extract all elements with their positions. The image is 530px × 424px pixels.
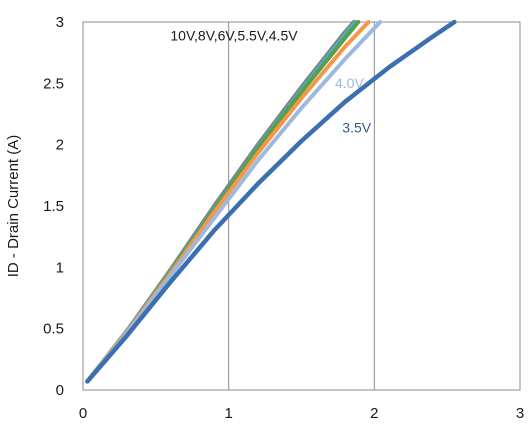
series-lines bbox=[85, 19, 457, 384]
x-tick-label: 1 bbox=[224, 405, 232, 422]
y-tick-label: 0.5 bbox=[43, 321, 64, 338]
y-axis-title: ID - Drain Current (A) bbox=[5, 135, 22, 278]
plot-frame bbox=[82, 21, 521, 391]
y-tick-label: 1.5 bbox=[43, 198, 64, 215]
grid bbox=[82, 21, 521, 391]
series-line bbox=[85, 19, 457, 384]
curve-annotation: 10V,8V,6V,5.5V,4.5V bbox=[170, 27, 298, 43]
tick-labels: 0 1 2 3 0 0.5 1 1.5 2 2.5 3 bbox=[43, 14, 524, 422]
x-tick-label: 0 bbox=[79, 405, 87, 422]
y-tick-label: 0 bbox=[56, 382, 64, 399]
x-tick-label: 3 bbox=[516, 405, 524, 422]
curve-annotation: 4.0V bbox=[335, 75, 364, 91]
annotations: 10V,8V,6V,5.5V,4.5V 4.0V 3.5V bbox=[170, 27, 371, 135]
y-tick-label: 3 bbox=[56, 14, 64, 31]
y-tick-label: 1 bbox=[56, 259, 64, 276]
y-tick-label: 2 bbox=[56, 137, 64, 154]
curve-annotation: 3.5V bbox=[342, 119, 371, 135]
x-tick-label: 2 bbox=[370, 405, 378, 422]
y-tick-label: 2.5 bbox=[43, 75, 64, 92]
